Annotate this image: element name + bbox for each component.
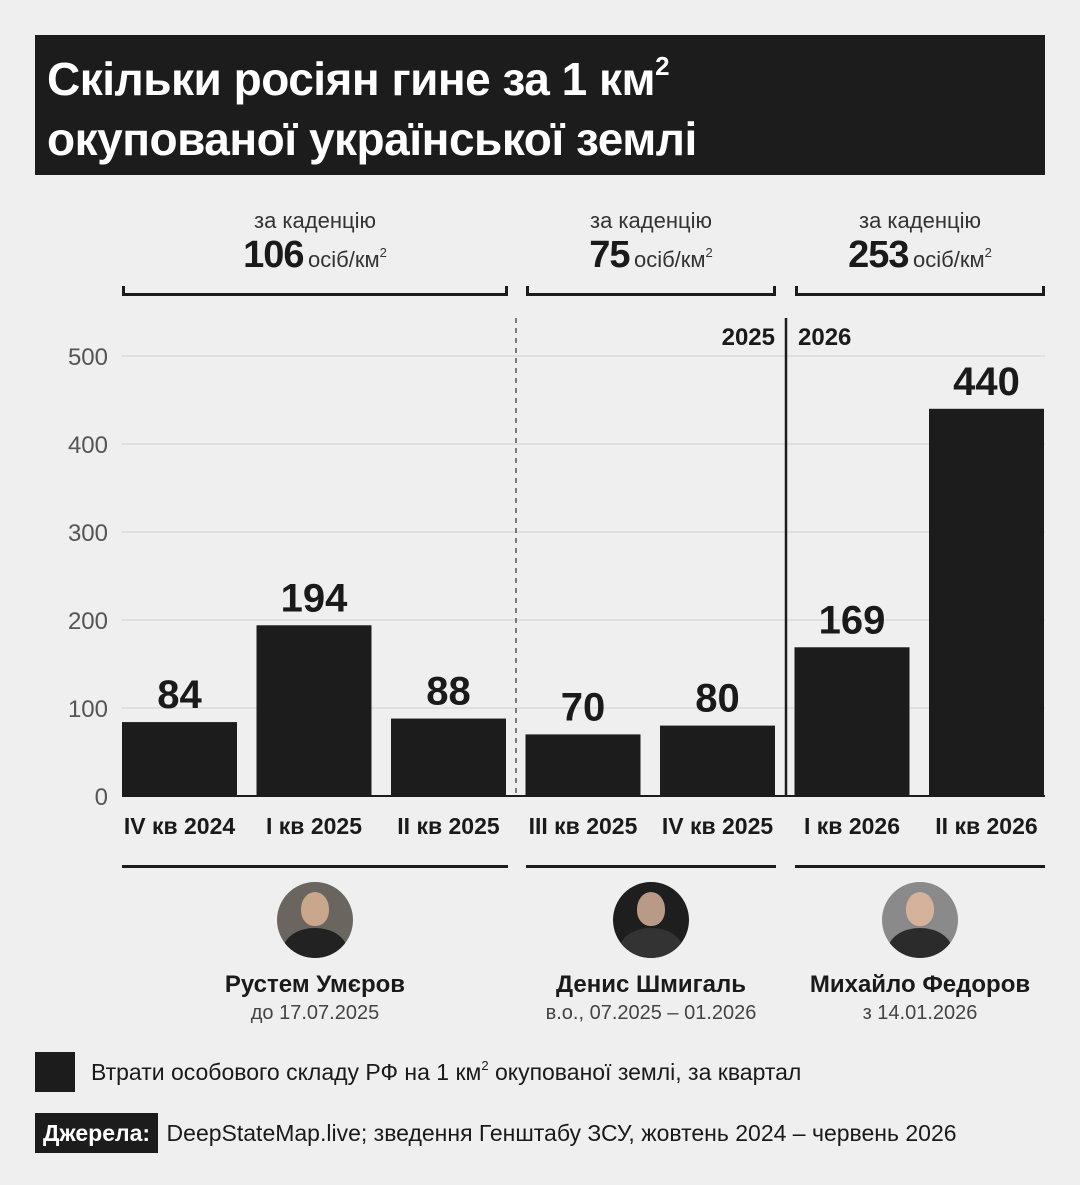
data-label: 80 bbox=[695, 677, 740, 721]
data-label: 84 bbox=[157, 673, 202, 717]
bar bbox=[256, 625, 372, 796]
group-underline-fedorov bbox=[795, 865, 1045, 868]
tenure-fedorov: за каденцію 253 осіб/км2 bbox=[795, 208, 1045, 284]
bar-chart: 0 100 200 300 400 500 84 194 88 70 80 169 440 IV кв… bbox=[68, 318, 1045, 839]
tenure-bracket-shmyhal bbox=[526, 286, 776, 296]
group-underline-umerov bbox=[122, 865, 508, 868]
group-underline-shmyhal bbox=[526, 865, 776, 868]
tenure-value: 106 bbox=[243, 234, 304, 276]
bar bbox=[525, 734, 641, 796]
x-tick-label: III кв 2025 bbox=[529, 813, 638, 839]
title-banner: Скільки росіян гине за 1 км2 окупованої … bbox=[35, 35, 1045, 175]
tenure-unit: осіб/км2 bbox=[633, 245, 713, 272]
sources-text: DeepStateMap.live; зведення Генштабу ЗСУ… bbox=[166, 1120, 957, 1146]
year-label-2025: 2025 bbox=[722, 324, 775, 351]
y-tick-label: 0 bbox=[95, 784, 108, 811]
data-label: 169 bbox=[819, 598, 886, 642]
person-umerov: Рустем Умєров до 17.07.2025 bbox=[165, 882, 465, 1026]
tenure-value: 253 bbox=[848, 234, 909, 276]
person-name: Рустем Умєров bbox=[224, 971, 406, 998]
y-tick-label: 500 bbox=[68, 344, 108, 371]
bar bbox=[794, 647, 910, 796]
tenure-caption: за каденцію bbox=[859, 208, 981, 233]
person-term: в.о., 07.2025 – 01.2026 bbox=[545, 1002, 757, 1024]
person-name: Денис Шмигаль bbox=[556, 971, 746, 998]
year-label-2026: 2026 bbox=[798, 324, 851, 351]
sources: Джерела: DeepStateMap.live; зведення Ген… bbox=[35, 1113, 957, 1153]
title-line-2: окупованої української землі bbox=[47, 113, 697, 165]
x-tick-label: II кв 2025 bbox=[397, 813, 500, 839]
person-name: Михайло Федоров bbox=[809, 971, 1031, 998]
portrait-icon bbox=[613, 882, 689, 958]
tenure-bracket-fedorov bbox=[795, 286, 1045, 296]
bar bbox=[929, 408, 1044, 796]
x-tick-label: IV кв 2024 bbox=[124, 813, 236, 839]
bar bbox=[660, 725, 775, 796]
person-term: до 17.07.2025 bbox=[250, 1002, 380, 1024]
legend: Втрати особового складу РФ на 1 км2 окуп… bbox=[35, 1052, 1045, 1092]
x-tick-label: II кв 2026 bbox=[935, 813, 1037, 839]
tenure-shmyhal: за каденцію 75 осіб/км2 bbox=[526, 208, 776, 284]
x-tick-label: I кв 2026 bbox=[804, 813, 900, 839]
title-line-1: Скільки росіян гине за 1 км2 bbox=[47, 51, 670, 105]
data-label: 88 bbox=[426, 670, 471, 714]
tenure-unit: осіб/км2 bbox=[308, 245, 387, 272]
x-tick-label: IV кв 2025 bbox=[662, 813, 774, 839]
x-tick-label: I кв 2025 bbox=[266, 813, 362, 839]
bar bbox=[391, 718, 506, 796]
portrait-icon bbox=[882, 882, 958, 958]
data-label: 194 bbox=[281, 576, 348, 620]
legend-swatch bbox=[35, 1052, 75, 1092]
tenure-bracket-umerov bbox=[122, 286, 508, 296]
bar bbox=[122, 722, 237, 796]
y-tick-label: 300 bbox=[68, 520, 108, 547]
y-tick-label: 100 bbox=[68, 696, 108, 723]
person-fedorov: Михайло Федоров з 14.01.2026 bbox=[770, 882, 1070, 1026]
data-label: 440 bbox=[953, 360, 1020, 404]
tenure-unit: осіб/км2 bbox=[913, 245, 992, 272]
legend-text: Втрати особового складу РФ на 1 км2 окуп… bbox=[91, 1058, 802, 1085]
person-shmyhal: Денис Шмигаль в.о., 07.2025 – 01.2026 bbox=[501, 882, 801, 1026]
tenure-caption: за каденцію bbox=[254, 208, 376, 233]
portrait-icon bbox=[277, 882, 353, 958]
tenure-umerov: за каденцію 106 осіб/км2 bbox=[122, 208, 508, 284]
tenure-caption: за каденцію bbox=[590, 208, 712, 233]
tenure-value: 75 bbox=[589, 234, 630, 276]
sources-label: Джерела: bbox=[35, 1113, 159, 1153]
y-tick-label: 200 bbox=[68, 608, 108, 635]
y-tick-label: 400 bbox=[68, 432, 108, 459]
data-label: 70 bbox=[561, 685, 606, 729]
person-term: з 14.01.2026 bbox=[862, 1002, 978, 1024]
